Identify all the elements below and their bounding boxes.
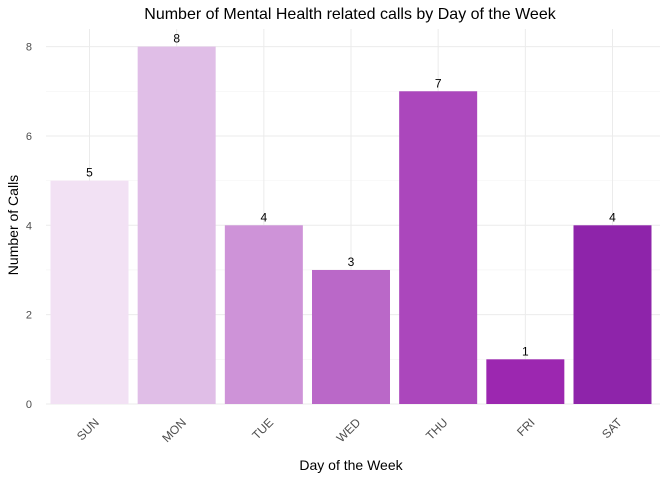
bar-mon: [137, 46, 216, 404]
x-tick-label-tue: TUE: [249, 415, 276, 442]
bars: [50, 46, 652, 405]
data-labels: 5 8 4 3 7 1 4: [86, 32, 616, 359]
bar-fri: [486, 359, 565, 404]
bar-sun: [50, 180, 129, 404]
y-tick-label: 0: [26, 399, 32, 411]
y-tick-label: 4: [26, 220, 32, 232]
x-tick-label-wed: WED: [334, 415, 364, 445]
x-tick-label-thu: THU: [423, 415, 450, 442]
y-tick-label: 2: [26, 310, 32, 322]
x-axis-ticks: SUN MON TUE WED THU FRI SAT: [74, 415, 625, 445]
data-label-mon: 8: [173, 32, 180, 46]
bar-thu: [399, 91, 478, 405]
y-tick-label: 8: [26, 42, 32, 54]
data-label-fri: 1: [522, 344, 529, 358]
data-label-sun: 5: [86, 166, 93, 180]
bar-sat: [573, 225, 652, 404]
data-label-sat: 4: [609, 210, 616, 224]
chart-title: Number of Mental Health related calls by…: [144, 6, 556, 23]
x-tick-label-sun: SUN: [74, 415, 102, 443]
x-tick-label-mon: MON: [159, 415, 189, 445]
x-tick-label-fri: FRI: [514, 415, 538, 439]
y-axis-title: Number of Calls: [5, 175, 21, 275]
y-tick-label: 6: [26, 131, 32, 143]
x-tick-label-sat: SAT: [599, 415, 625, 441]
x-axis-title: Day of the Week: [299, 457, 403, 473]
data-label-wed: 3: [348, 255, 355, 269]
data-label-thu: 7: [435, 76, 442, 90]
bar-wed: [312, 269, 390, 404]
y-axis-ticks: 0 2 4 6 8: [26, 42, 32, 411]
bar-tue: [224, 225, 303, 404]
data-label-tue: 4: [260, 210, 267, 224]
